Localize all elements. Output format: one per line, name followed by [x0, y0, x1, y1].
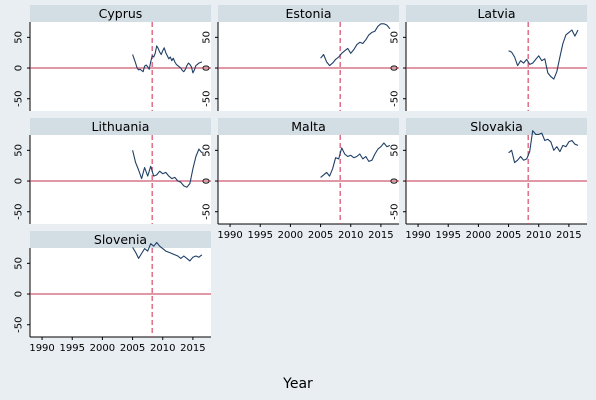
- y-tick-label: 50: [390, 144, 401, 157]
- y-tick-label: 0: [202, 178, 213, 184]
- panel-strip: [218, 5, 399, 22]
- y-tick-label: 50: [14, 257, 25, 270]
- y-tick-label: -50: [390, 91, 401, 107]
- y-tick-label: 0: [390, 65, 401, 71]
- plot-area: [30, 22, 211, 111]
- y-tick-label: -50: [14, 317, 25, 333]
- panel-title: Slovenia: [94, 232, 147, 247]
- x-tick-label: 2005: [120, 343, 145, 354]
- plot-area: [218, 22, 399, 111]
- x-tick-label: 1990: [29, 343, 54, 354]
- panel-title: Latvia: [477, 6, 515, 21]
- panel-strip: [30, 118, 211, 135]
- x-tick-label: 2010: [526, 230, 551, 241]
- y-tick-label: 0: [14, 178, 25, 184]
- panel-title: Lithuania: [92, 119, 150, 134]
- y-tick-label: 0: [14, 65, 25, 71]
- plot-area: [30, 135, 211, 224]
- series-line-lithuania: [132, 148, 203, 188]
- x-tick-label: 1995: [60, 343, 85, 354]
- y-tick-label: -50: [202, 204, 213, 220]
- y-tick-label: -50: [390, 204, 401, 220]
- plot-area: [406, 22, 587, 111]
- series-line-estonia: [320, 23, 391, 67]
- y-tick-label: 0: [14, 291, 25, 297]
- panel-slovakia: Slovakia 50 0 -50 1990 1995 2000 2005 2010 2015: [390, 118, 587, 241]
- y-tick-label: 50: [14, 144, 25, 157]
- x-tick-label: 2010: [150, 343, 175, 354]
- x-tick-label: 2000: [466, 230, 491, 241]
- y-tick-label: 0: [390, 178, 401, 184]
- panel-title: Malta: [291, 119, 325, 134]
- series-line-malta: [320, 142, 391, 178]
- plot-area: [30, 248, 211, 337]
- y-tick-label: 50: [202, 31, 213, 44]
- series-line-slovenia: [132, 241, 203, 262]
- x-tick-label: 1995: [436, 230, 461, 241]
- plot-area: [218, 135, 399, 224]
- panel-title: Cyprus: [99, 6, 143, 21]
- x-tick-label: 1990: [405, 230, 430, 241]
- panels-group: Cyprus500-50Estonia500-50Latvia500-50Lit…: [14, 5, 587, 354]
- panel-cyprus: Cyprus 50 0 -50: [14, 5, 211, 111]
- x-tick-label: 2015: [556, 230, 581, 241]
- panel-title: Slovakia: [470, 119, 522, 134]
- y-tick-label: 50: [202, 144, 213, 157]
- series-line-cyprus: [132, 45, 203, 74]
- panel-strip: [218, 118, 399, 135]
- x-tick-label: 2005: [308, 230, 333, 241]
- panel-malta: Malta 50 0 -50 1990 1995 2000 2005 2010 2015: [202, 118, 399, 241]
- panel-strip: [406, 5, 587, 22]
- panel-estonia: Estonia 50 0 -50: [202, 5, 399, 111]
- panel-title: Estonia: [285, 6, 331, 21]
- y-tick-label: -50: [202, 91, 213, 107]
- panel-slovenia: Slovenia 50 0 -50 1990 1995 2000 2005 2010 2015: [14, 231, 211, 354]
- panel-strip: [30, 5, 211, 22]
- series-line-latvia: [508, 29, 579, 80]
- x-tick-label: 1990: [217, 230, 242, 241]
- x-tick-label: 2005: [496, 230, 521, 241]
- y-tick-label: 0: [202, 65, 213, 71]
- x-tick-label: 2015: [180, 343, 205, 354]
- series-line-slovakia: [508, 130, 579, 164]
- panel-strip: [406, 118, 587, 135]
- x-tick-label: 2010: [338, 230, 363, 241]
- x-tick-label: 2015: [368, 230, 393, 241]
- y-tick-label: -50: [14, 204, 25, 220]
- panel-lithuania: Lithuania 50 0 -50: [14, 118, 211, 224]
- y-tick-label: 50: [390, 31, 401, 44]
- x-tick-label: 2000: [278, 230, 303, 241]
- x-tick-label: 2000: [90, 343, 115, 354]
- panel-strip: [30, 231, 211, 248]
- x-axis-label: Year: [282, 376, 313, 392]
- y-tick-label: 50: [14, 31, 25, 44]
- plot-area: [406, 135, 587, 224]
- x-tick-label: 1995: [248, 230, 273, 241]
- panel-latvia: Latvia 50 0 -50: [390, 5, 587, 111]
- y-tick-label: -50: [14, 91, 25, 107]
